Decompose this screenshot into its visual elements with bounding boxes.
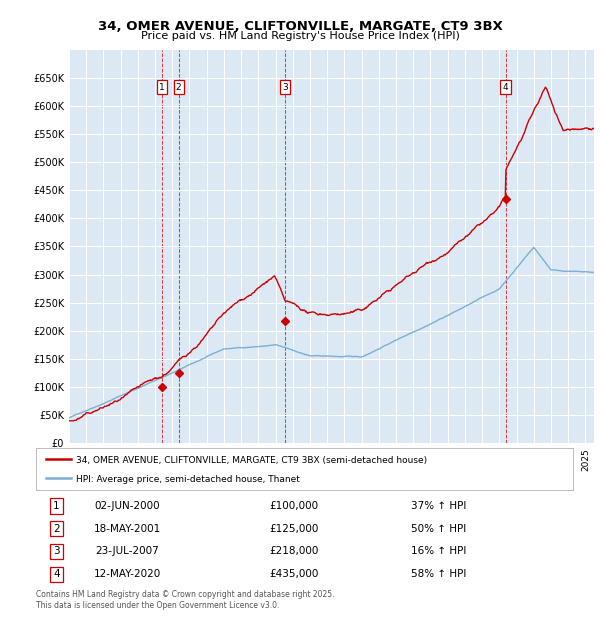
Text: 3: 3 — [53, 546, 60, 557]
Text: £218,000: £218,000 — [269, 546, 319, 557]
Text: 18-MAY-2001: 18-MAY-2001 — [94, 523, 161, 534]
Text: 1: 1 — [53, 500, 60, 511]
Text: 02-JUN-2000: 02-JUN-2000 — [94, 500, 160, 511]
Text: £435,000: £435,000 — [269, 569, 319, 580]
Text: £100,000: £100,000 — [269, 500, 319, 511]
Text: HPI: Average price, semi-detached house, Thanet: HPI: Average price, semi-detached house,… — [76, 475, 300, 484]
Text: 23-JUL-2007: 23-JUL-2007 — [95, 546, 159, 557]
Text: 34, OMER AVENUE, CLIFTONVILLE, MARGATE, CT9 3BX: 34, OMER AVENUE, CLIFTONVILLE, MARGATE, … — [98, 20, 502, 33]
Text: 4: 4 — [503, 82, 508, 92]
Text: 1: 1 — [160, 82, 165, 92]
Text: 50% ↑ HPI: 50% ↑ HPI — [411, 523, 466, 534]
Text: 37% ↑ HPI: 37% ↑ HPI — [411, 500, 466, 511]
Text: Contains HM Land Registry data © Crown copyright and database right 2025.
This d: Contains HM Land Registry data © Crown c… — [36, 590, 335, 609]
Text: 12-MAY-2020: 12-MAY-2020 — [94, 569, 161, 580]
Text: 58% ↑ HPI: 58% ↑ HPI — [411, 569, 466, 580]
Text: 34, OMER AVENUE, CLIFTONVILLE, MARGATE, CT9 3BX (semi-detached house): 34, OMER AVENUE, CLIFTONVILLE, MARGATE, … — [76, 456, 427, 465]
Text: 2: 2 — [176, 82, 181, 92]
Text: 16% ↑ HPI: 16% ↑ HPI — [411, 546, 466, 557]
Text: 4: 4 — [53, 569, 60, 580]
Text: £125,000: £125,000 — [269, 523, 319, 534]
Text: Price paid vs. HM Land Registry's House Price Index (HPI): Price paid vs. HM Land Registry's House … — [140, 31, 460, 41]
Text: 3: 3 — [282, 82, 288, 92]
Text: 2: 2 — [53, 523, 60, 534]
